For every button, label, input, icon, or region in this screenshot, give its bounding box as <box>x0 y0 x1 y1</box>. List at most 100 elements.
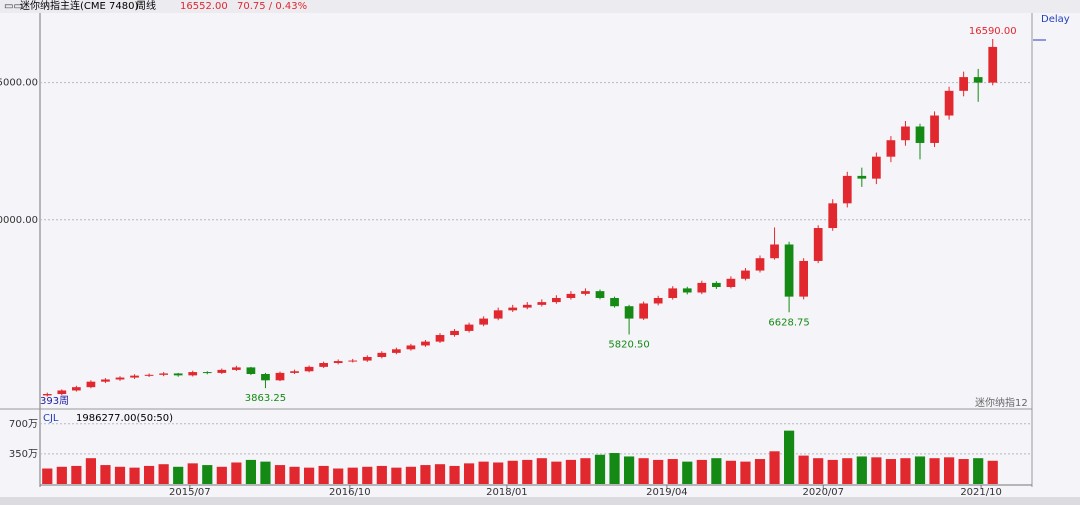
volume-bar <box>420 465 431 484</box>
candle-body <box>86 381 96 388</box>
volume-bar <box>711 458 722 484</box>
candle-body <box>872 156 881 179</box>
candle-body <box>144 374 154 376</box>
symbol-title[interactable]: 迷你纳指主连(CME 7480) <box>20 0 138 12</box>
candle-body <box>726 278 736 288</box>
candle-body <box>624 306 634 319</box>
candle-body <box>857 175 867 179</box>
candle-body <box>537 302 547 305</box>
volume-bar <box>856 456 867 484</box>
x-tick-label: 2016/10 <box>329 487 371 498</box>
low-label: 6628.75 <box>768 317 809 328</box>
volume-bar <box>507 460 518 484</box>
candle-body <box>319 363 328 367</box>
x-tick-label: 2021/10 <box>960 487 1002 498</box>
candle-body <box>842 175 852 204</box>
volume-bar <box>594 454 606 484</box>
candle-body <box>304 366 314 372</box>
volume-bar <box>158 464 169 484</box>
high-label: 16590.00 <box>969 26 1017 37</box>
period[interactable]: 周线 <box>136 0 156 12</box>
volume-bar <box>376 465 387 484</box>
x-tick-label: 2020/07 <box>802 487 844 498</box>
price-change: 70.75 / 0.43% <box>237 1 307 12</box>
volume-bar <box>682 461 693 484</box>
volume-bar <box>638 458 649 484</box>
candle-body <box>261 373 270 381</box>
volume-title: CJL <box>43 413 59 424</box>
candle-body <box>741 270 750 279</box>
volume-bar <box>565 459 576 484</box>
volume-subtitle: 1986277.00(50:50) <box>76 413 173 424</box>
candle-body <box>392 349 401 353</box>
candle-body <box>522 304 532 308</box>
volume-bar <box>274 465 286 484</box>
volume-bar <box>347 467 358 484</box>
candle-body <box>959 77 968 91</box>
volume-bar <box>958 459 969 484</box>
y-tick-label: 700万 <box>9 419 38 430</box>
volume-bar <box>929 458 940 484</box>
volume-bar <box>245 459 256 484</box>
candle-body <box>101 379 110 382</box>
volume-bar <box>85 458 96 484</box>
low-label: 3863.25 <box>245 393 286 404</box>
candle-body <box>682 288 692 293</box>
volume-bar <box>725 460 736 484</box>
x-tick-label: 2019/04 <box>646 487 688 498</box>
volume-bar <box>362 466 373 484</box>
delay-tag: Delay <box>1041 14 1070 25</box>
volume-bar <box>653 459 664 484</box>
volume-bar <box>536 458 547 484</box>
volume-bar <box>493 462 504 484</box>
volume-bar <box>522 459 533 484</box>
candle-body <box>581 291 590 294</box>
candle-body <box>421 341 430 346</box>
candle-body <box>973 77 983 83</box>
y-tick-label: 15000.00 <box>0 78 38 89</box>
candle-body <box>755 258 765 271</box>
volume-bar <box>813 458 824 484</box>
x-tick-label: 2018/01 <box>486 487 528 498</box>
candle-body <box>464 324 474 331</box>
candle-body <box>57 390 67 395</box>
candle-body <box>435 335 445 342</box>
candle-body <box>610 297 619 307</box>
candle-body <box>799 260 808 297</box>
candle-body <box>479 318 488 325</box>
candle-body <box>508 307 518 311</box>
candle-body <box>639 303 648 319</box>
volume-bar <box>304 467 315 484</box>
volume-bar <box>551 461 562 484</box>
x-tick-label: 2015/07 <box>169 487 211 498</box>
candle-body <box>988 46 998 83</box>
candle-body <box>246 367 256 374</box>
menu-icon[interactable]: ▭▭ <box>4 1 23 12</box>
candle-body <box>377 352 387 357</box>
last-price: 16552.00 <box>180 1 228 12</box>
volume-bar <box>56 466 67 484</box>
candle-body <box>653 297 663 304</box>
volume-bar <box>187 463 198 484</box>
volume-bar <box>260 461 271 484</box>
low-label: 5820.50 <box>608 339 649 350</box>
candle-body <box>173 373 183 376</box>
candle-body <box>275 372 285 381</box>
volume-bar <box>71 465 82 484</box>
volume-bar <box>914 456 926 484</box>
volume-bar <box>609 453 620 484</box>
candle-body <box>159 373 168 375</box>
y-tick-label: 10000.00 <box>0 215 38 226</box>
volume-bar <box>100 465 111 484</box>
volume-bar <box>333 468 344 484</box>
candle-body <box>130 375 139 378</box>
volume-bar <box>144 465 155 484</box>
bar-count: 393周 <box>40 395 69 407</box>
volume-bar <box>798 455 809 484</box>
volume-bar <box>42 468 53 484</box>
candle-body <box>595 291 605 298</box>
candle-body <box>115 377 125 380</box>
candle-body <box>348 360 358 362</box>
candle-body <box>944 90 954 116</box>
